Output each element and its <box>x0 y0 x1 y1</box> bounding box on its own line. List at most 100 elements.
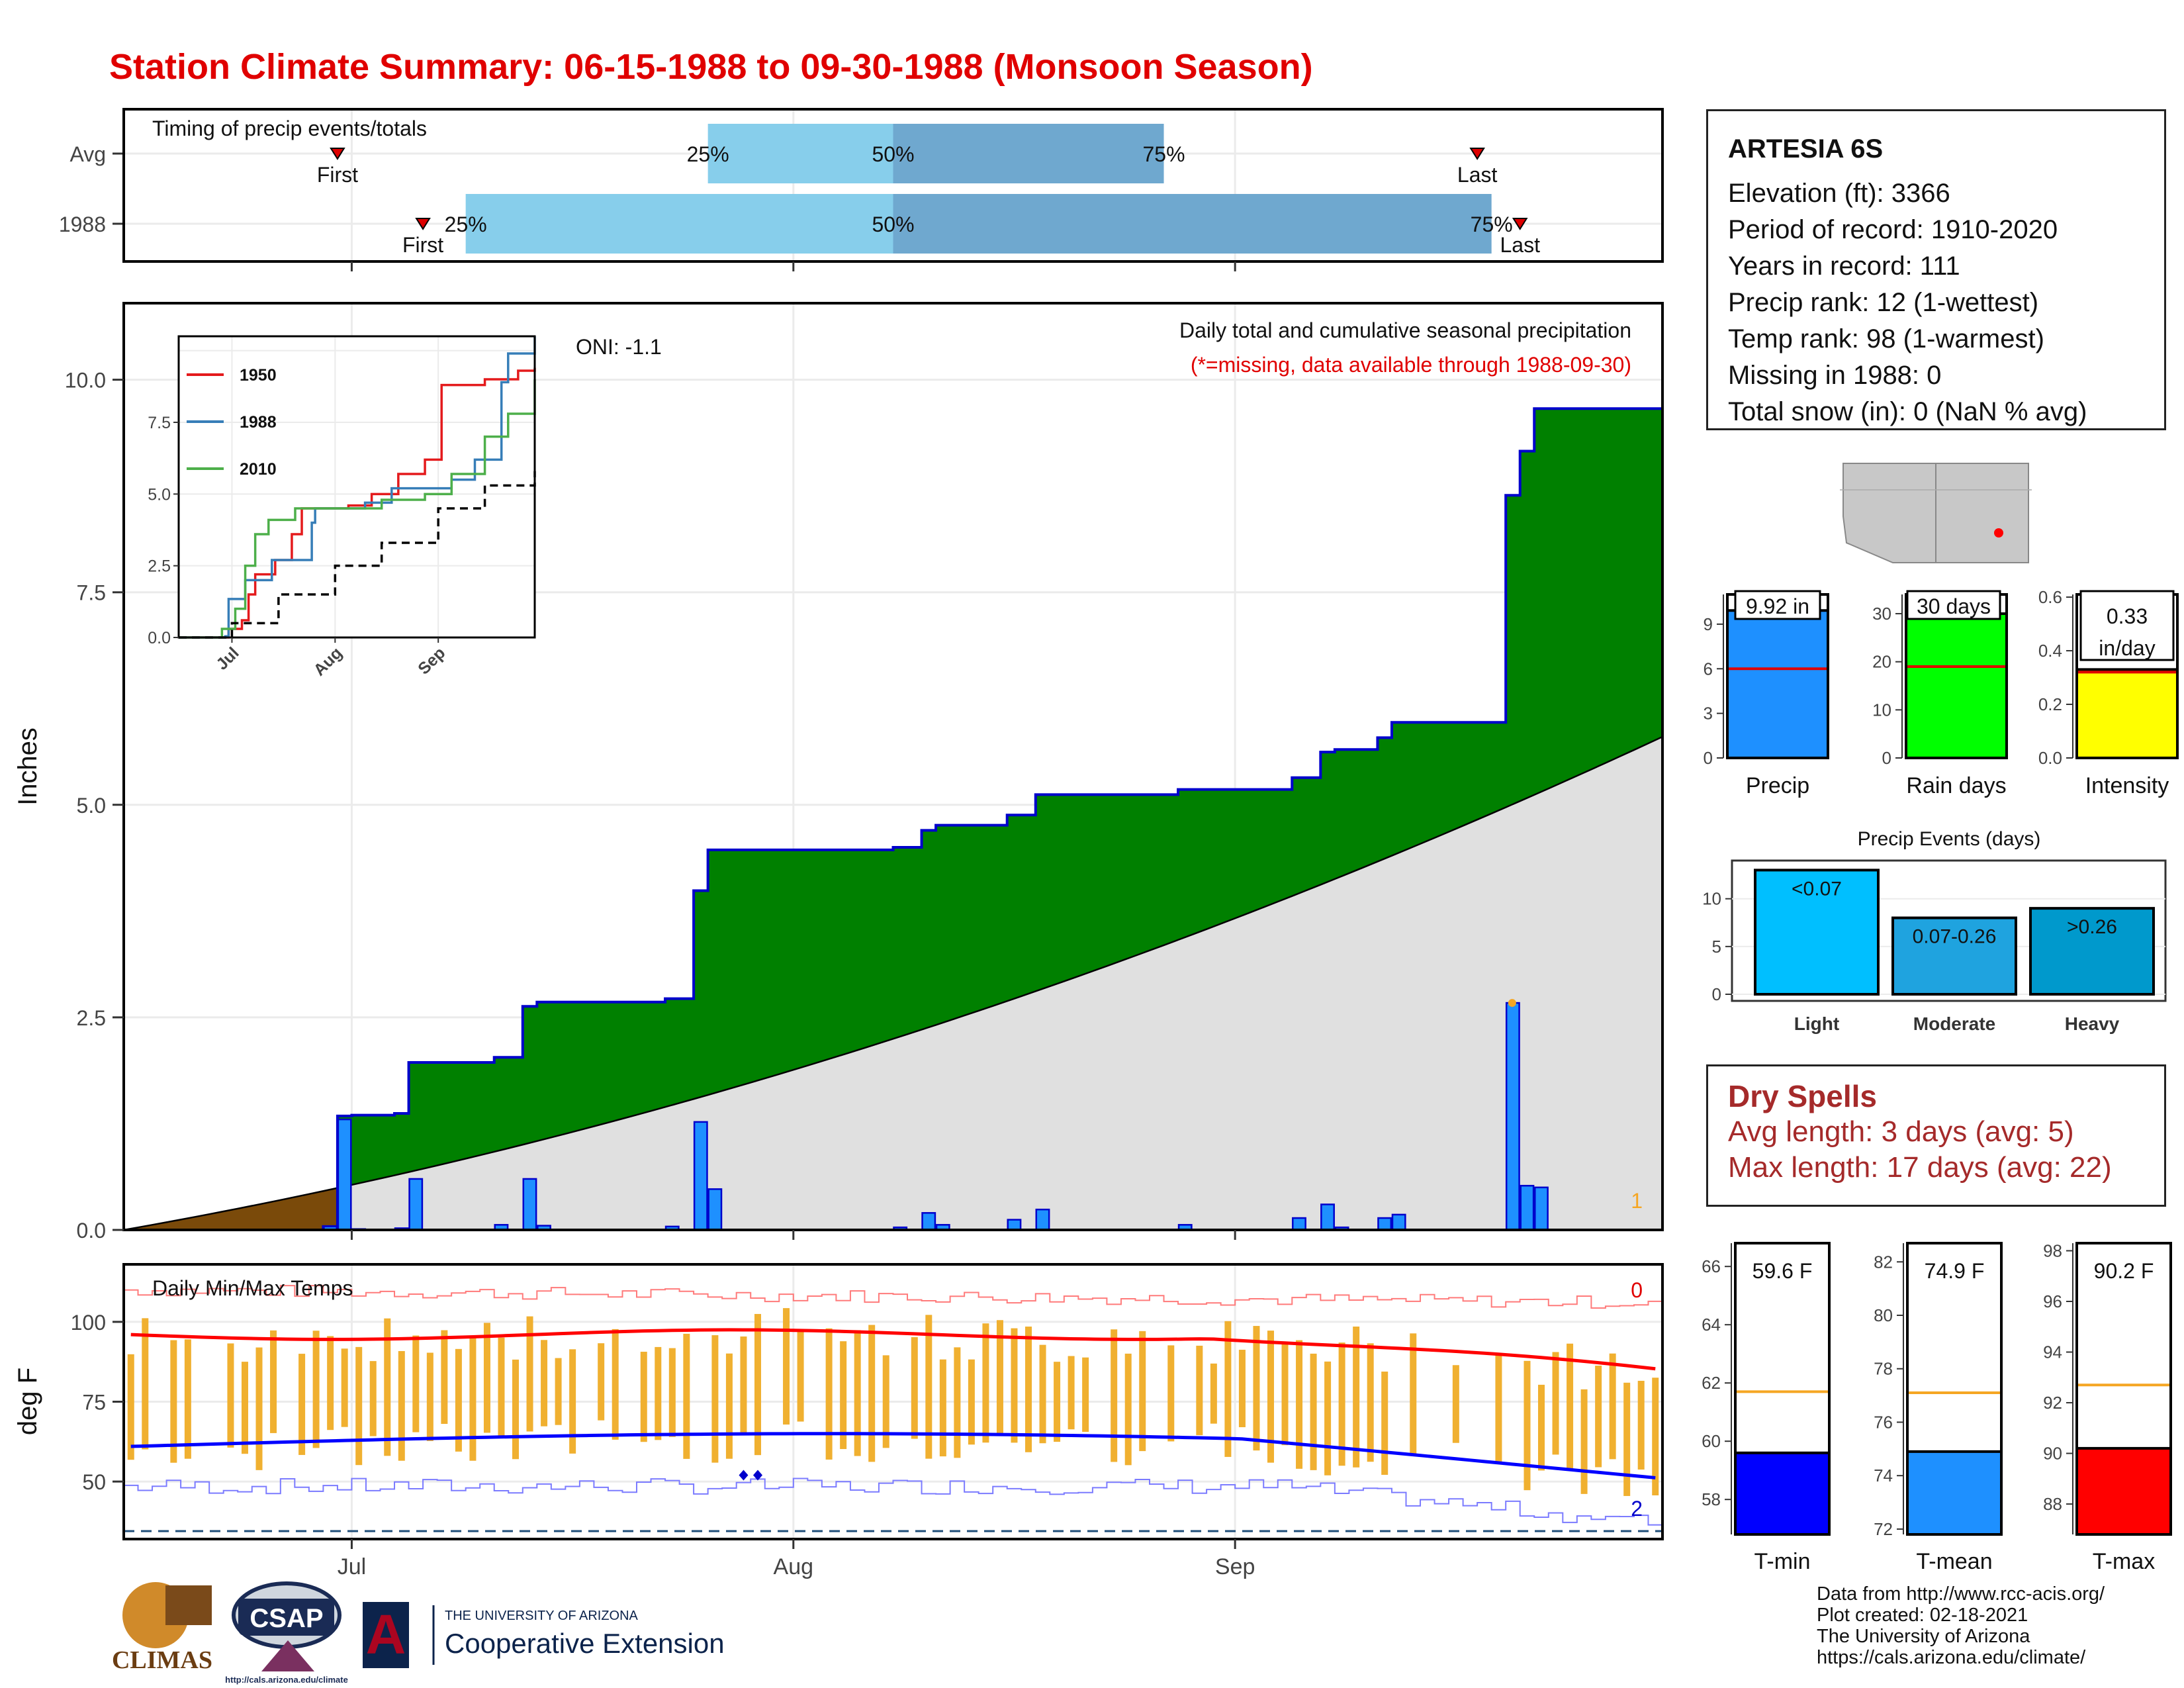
inset-legend-label-2010: 2010 <box>240 460 277 479</box>
temp-record-high-line <box>124 1285 1662 1309</box>
timing-label-75-avg: 75% <box>1143 142 1185 166</box>
temp-range-bar-104 <box>1609 1353 1616 1460</box>
temp-ylabel: deg F <box>13 1368 42 1435</box>
mini-temp-tick-label-2-2: 92 <box>2043 1393 2062 1413</box>
precip-value-text: 9.92 in <box>1746 594 1809 618</box>
precip-value-box <box>1734 590 1821 620</box>
temp-range-bar-46 <box>783 1308 790 1425</box>
events-bar-label-0: <0.07 <box>1792 878 1842 900</box>
csap-logo-mountain <box>261 1640 314 1671</box>
temp-range-bar-64 <box>1039 1344 1046 1444</box>
mini-precip-tick-label-1-3: 30 <box>1872 604 1891 624</box>
temp-range-bar-57 <box>939 1359 946 1457</box>
temp-range-bar-39 <box>683 1333 690 1459</box>
timing-panel-border <box>122 108 1664 263</box>
events-bar-1 <box>1891 916 2017 996</box>
temp-range-bar-26 <box>498 1337 505 1438</box>
temp-range-bar-20 <box>412 1335 420 1432</box>
temp-range-bar-77 <box>1224 1321 1232 1457</box>
intensity-value-unit: in/day <box>2099 636 2155 660</box>
oni-label: ONI: -1.1 <box>576 335 662 359</box>
temp-range-bar-3 <box>170 1340 177 1463</box>
temp-range-bar-102 <box>1580 1389 1588 1494</box>
timing-bar-50-75-y1988 <box>893 194 1492 254</box>
temp-range-bar-29 <box>541 1340 548 1427</box>
temp-range-bar-7 <box>227 1343 234 1448</box>
mini-precip-tick-label-0-2: 6 <box>1704 659 1713 679</box>
temp-range-bar-8 <box>241 1362 248 1454</box>
temp-count-low: 2 <box>1631 1497 1643 1521</box>
temp-range-bar-99 <box>1538 1384 1545 1471</box>
precip-ytick-label-2: 5.0 <box>77 794 106 818</box>
temp-range-bar-44 <box>754 1313 761 1456</box>
ua-logo-block <box>363 1602 409 1668</box>
mini-temp-tick-label-2-0: 88 <box>2043 1494 2062 1514</box>
mini-temp-bar-2 <box>2075 1446 2172 1536</box>
timing-label-50-avg: 50% <box>872 142 914 166</box>
inset-border <box>177 335 536 639</box>
timing-title: Timing of precip events/totals <box>152 117 427 140</box>
temp-range-bar-14 <box>327 1336 334 1430</box>
mini-temp-tick-label-2-3: 94 <box>2043 1342 2062 1362</box>
mini-precip-bar-2 <box>2075 668 2179 760</box>
precip-ytick-label-3: 7.5 <box>77 581 106 605</box>
credit-url: https://cals.arizona.edu/climate/ <box>1817 1647 2086 1668</box>
mini-precip-tick-label-0-0: 0 <box>1704 748 1713 768</box>
temp-xtick-label-0: Jul <box>338 1554 366 1579</box>
daily-precip-bar-1 <box>337 1118 352 1231</box>
mini-precip-bar-1 <box>1905 612 2008 760</box>
cumulative-deficit-area <box>124 1188 338 1230</box>
temp-range-bar-24 <box>469 1336 477 1461</box>
mini-temp-frame-0 <box>1734 1242 1831 1536</box>
daily-max-marker <box>1508 999 1516 1008</box>
daily-precip-bar-12 <box>921 1212 936 1231</box>
dry-spells-avg: Avg length: 3 days (avg: 5) <box>1728 1115 2074 1148</box>
mini-precip-tick-label-1-2: 20 <box>1872 652 1891 672</box>
mini-precip-tick-label-0-3: 9 <box>1704 614 1713 634</box>
precip-ytick-label-1: 2.5 <box>77 1006 106 1030</box>
timing-label-75-y1988: 75% <box>1471 212 1513 236</box>
climas-logo-mesa <box>165 1585 212 1625</box>
cumulative-average-area <box>124 737 1662 1230</box>
station-period: Period of record: 1910-2020 <box>1728 215 2058 244</box>
temp-xtick-label-2: Sep <box>1215 1554 1255 1579</box>
temp-ytick-label-0: 50 <box>82 1470 106 1494</box>
events-bar-label-2: >0.26 <box>2067 916 2117 938</box>
csap-logo-banner <box>238 1599 334 1636</box>
mini-temp-value-0: 59.6 F <box>1752 1259 1813 1283</box>
mini-precip-tick-label-0-1: 3 <box>1704 704 1713 724</box>
credit-university: The University of Arizona <box>1817 1626 2030 1647</box>
temp-range-bar-22 <box>441 1330 448 1425</box>
temp-range-bar-49 <box>825 1328 833 1460</box>
temp-ytick-label-1: 75 <box>82 1391 106 1415</box>
credit-created: Plot created: 02-18-2021 <box>1817 1605 2028 1626</box>
temp-range-bar-83 <box>1310 1353 1317 1470</box>
mini-precip-tick-label-1-1: 10 <box>1872 700 1891 720</box>
temp-range-bar-69 <box>1111 1329 1118 1462</box>
temp-range-bar-63 <box>1025 1327 1032 1452</box>
events-category-2: Heavy <box>2065 1013 2120 1034</box>
inset-ytick-label-2: 5.0 <box>148 485 171 504</box>
mini-temp-tick-label-0-0: 58 <box>1702 1489 1721 1509</box>
mini-temp-tick-label-1-4: 80 <box>1874 1305 1893 1325</box>
inset-ytick-label-3: 7.5 <box>148 414 171 432</box>
mini-precip-tick-label-1-0: 0 <box>1882 748 1891 768</box>
events-ytick-label-1: 5 <box>1712 937 1721 957</box>
mini-temp-tick-label-0-4: 66 <box>1702 1256 1721 1276</box>
temp-range-bar-65 <box>1054 1362 1061 1442</box>
temp-range-bar-41 <box>711 1335 719 1463</box>
events-title: Precip Events (days) <box>1858 828 2041 850</box>
timing-label-25-avg: 25% <box>687 142 729 166</box>
temp-range-bar-55 <box>911 1337 918 1439</box>
timing-label-50-y1988: 50% <box>872 212 914 236</box>
precip-subtitle: Daily total and cumulative seasonal prec… <box>1179 318 1631 342</box>
temp-range-bar-87 <box>1367 1343 1374 1462</box>
precip-ylabel: Inches <box>13 727 42 806</box>
inset-legend-label-1988: 1988 <box>240 413 277 432</box>
mini-precip-tick-label-2-3: 0.6 <box>2038 587 2062 607</box>
ua-logo-big-text: Cooperative Extension <box>445 1628 725 1659</box>
daily-precip-bar-10 <box>707 1188 723 1231</box>
mini-temp-tick-label-2-4: 96 <box>2043 1291 2062 1311</box>
raindays-value-box <box>1906 590 2001 620</box>
temp-range-bar-71 <box>1139 1331 1146 1452</box>
